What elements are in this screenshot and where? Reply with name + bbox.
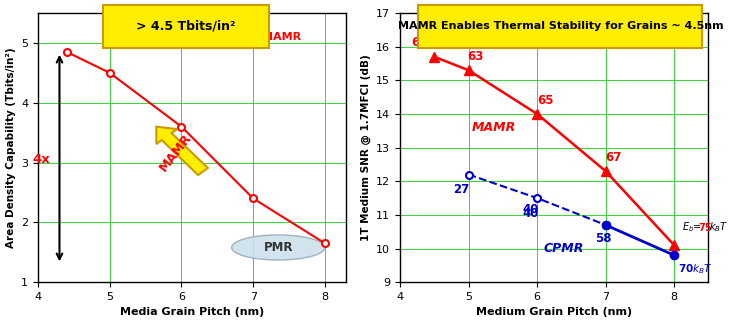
Text: 65: 65 — [537, 94, 554, 107]
Text: 67: 67 — [606, 151, 622, 164]
Y-axis label: 1T Medium SNR @ 1.7MFCI (dB): 1T Medium SNR @ 1.7MFCI (dB) — [360, 54, 370, 241]
FancyBboxPatch shape — [103, 5, 269, 48]
Text: > 4.5 Tbits/in²: > 4.5 Tbits/in² — [136, 20, 236, 33]
Text: 40: 40 — [522, 207, 538, 220]
Text: 4x: 4x — [33, 153, 50, 166]
Ellipse shape — [232, 235, 325, 260]
Text: $\mathbf{75}$: $\mathbf{75}$ — [698, 221, 713, 233]
Text: $E_b$=: $E_b$= — [682, 220, 702, 234]
Text: MAMR Enables Thermal Stability for Grains ~ 4.5nm: MAMR Enables Thermal Stability for Grain… — [398, 21, 723, 31]
Text: 63: 63 — [411, 36, 428, 49]
Text: CPMR: CPMR — [544, 242, 584, 255]
FancyArrow shape — [156, 127, 208, 175]
Text: $\mathbf{70}k_BT$: $\mathbf{70}k_BT$ — [677, 262, 712, 276]
Text: 58: 58 — [596, 232, 612, 245]
Text: $k_B T$: $k_B T$ — [710, 220, 728, 234]
Text: MAMR: MAMR — [158, 131, 195, 173]
X-axis label: Medium Grain Pitch (nm): Medium Grain Pitch (nm) — [476, 307, 632, 318]
Y-axis label: Area Density Capability (Tbits/in²): Area Density Capability (Tbits/in²) — [5, 47, 16, 248]
X-axis label: Media Grain Pitch (nm): Media Grain Pitch (nm) — [120, 307, 264, 318]
Text: MAMR: MAMR — [472, 121, 516, 134]
Text: 63: 63 — [467, 50, 484, 63]
Text: MAMR: MAMR — [262, 32, 301, 42]
Text: 63: 63 — [419, 38, 436, 51]
Text: PMR: PMR — [263, 241, 293, 254]
FancyBboxPatch shape — [419, 5, 702, 48]
Text: 27: 27 — [454, 183, 470, 196]
Text: 40: 40 — [522, 203, 538, 216]
